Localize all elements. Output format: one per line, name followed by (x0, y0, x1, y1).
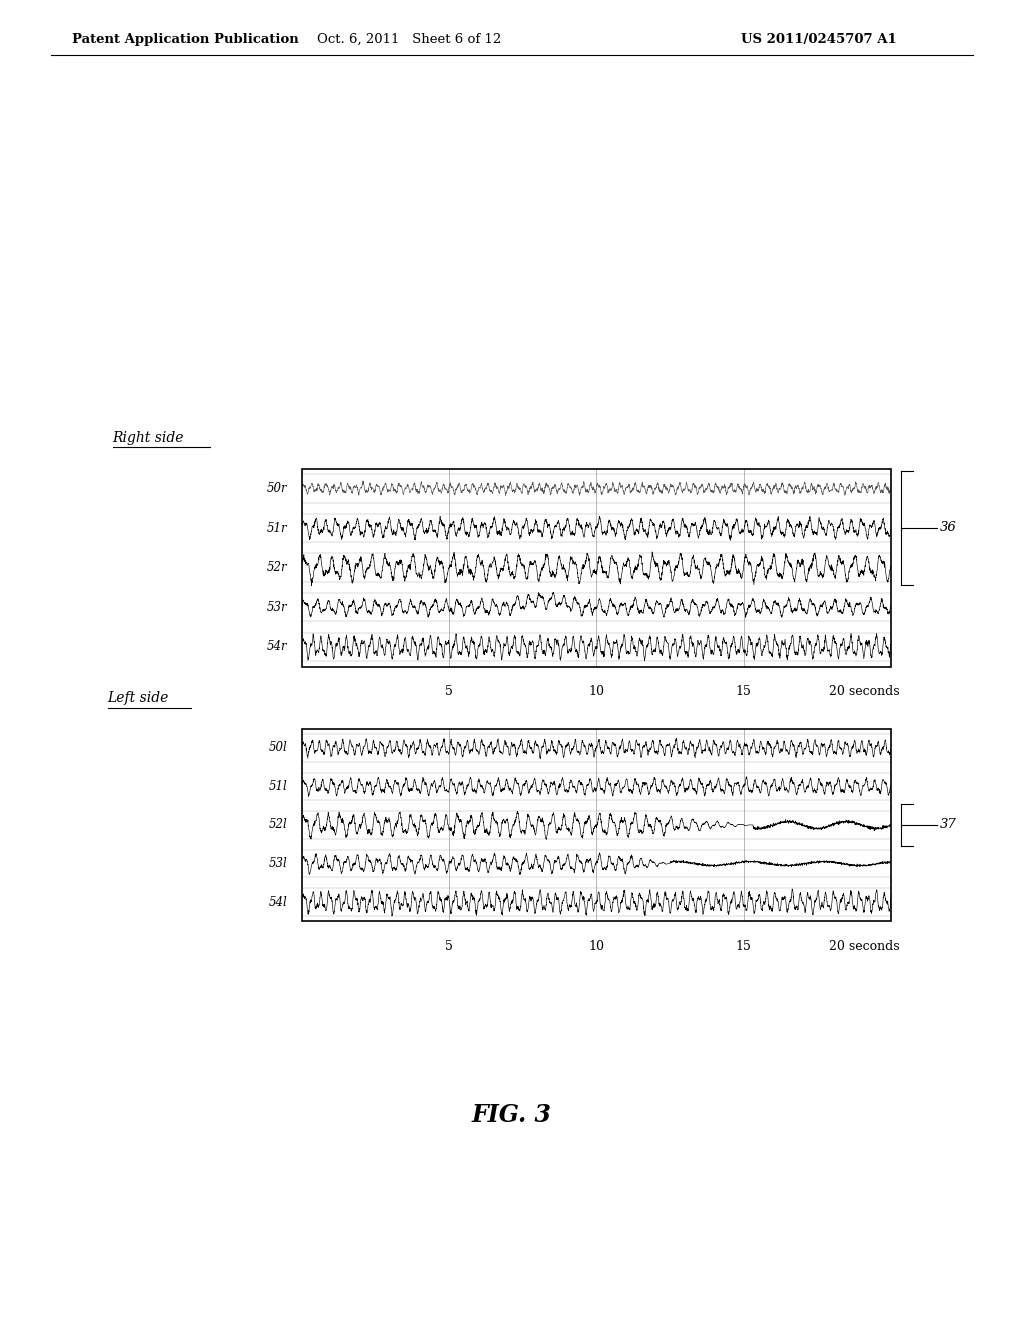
Text: 53r: 53r (266, 601, 288, 614)
Text: 54r: 54r (266, 640, 288, 653)
Text: 50r: 50r (266, 482, 288, 495)
Text: 20 seconds: 20 seconds (829, 940, 900, 953)
Text: 15: 15 (735, 940, 752, 953)
Text: 37: 37 (940, 818, 956, 832)
Text: 20 seconds: 20 seconds (829, 685, 900, 698)
Text: US 2011/0245707 A1: US 2011/0245707 A1 (741, 33, 897, 46)
Text: 10: 10 (589, 940, 604, 953)
Text: 36: 36 (940, 521, 956, 535)
Text: Oct. 6, 2011   Sheet 6 of 12: Oct. 6, 2011 Sheet 6 of 12 (317, 33, 502, 46)
Text: 52r: 52r (266, 561, 288, 574)
Text: 15: 15 (735, 685, 752, 698)
Text: 51r: 51r (266, 521, 288, 535)
Text: 52l: 52l (268, 818, 288, 832)
Text: Patent Application Publication: Patent Application Publication (72, 33, 298, 46)
Text: 5: 5 (445, 940, 454, 953)
Text: 53l: 53l (268, 857, 288, 870)
Text: FIG. 3: FIG. 3 (472, 1104, 552, 1127)
Text: 5: 5 (445, 685, 454, 698)
Text: 54l: 54l (268, 895, 288, 908)
Text: 10: 10 (589, 685, 604, 698)
Text: 51l: 51l (268, 780, 288, 793)
Text: Left side: Left side (108, 690, 169, 705)
Text: 50l: 50l (268, 742, 288, 755)
Text: Right side: Right side (113, 430, 184, 445)
